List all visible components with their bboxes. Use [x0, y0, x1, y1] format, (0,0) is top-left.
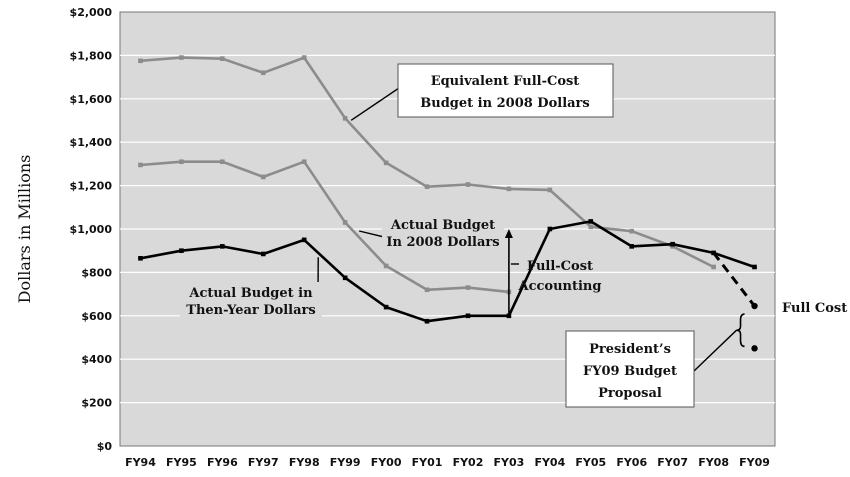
x-tick-label: FY94: [125, 456, 156, 469]
presidents-proposal-line1: President’s: [589, 342, 671, 357]
y-tick-label: $600: [81, 310, 112, 323]
presidents-proposal-line3: Proposal: [598, 386, 662, 401]
actual-then-year-label-bg: [180, 282, 322, 318]
full-cost-point: [751, 302, 758, 310]
y-tick-label: $1,600: [70, 93, 113, 106]
series-equivalent-full-cost-point: [301, 55, 307, 60]
series-actual-then-year-point: [179, 248, 184, 253]
y-axis-ticks: $0 $200 $400 $600 $800 $1,000 $1,200 $1,400 $1,6…: [70, 6, 113, 453]
x-tick-label: FY98: [289, 456, 320, 469]
y-tick-label: $1,800: [70, 49, 113, 62]
series-actual-2008-dollars-line: [140, 160, 510, 294]
x-tick-label: FY97: [248, 456, 279, 469]
x-tick-label: FY95: [166, 456, 197, 469]
series-equivalent-full-cost-point: [342, 116, 348, 121]
y-tick-label: $1,000: [70, 223, 113, 236]
x-tick-label: FY09: [739, 456, 770, 469]
series-actual-2008-dollars-point: [260, 174, 266, 180]
series-actual-2008-dollars-point: [424, 287, 430, 293]
full-cost-accounting-line2: Accounting: [518, 279, 602, 294]
y-tick-label: $1,400: [70, 136, 113, 149]
x-tick-label: FY06: [616, 456, 647, 469]
actual-2008-line2: In 2008 Dollars: [386, 235, 499, 250]
x-tick-label: FY00: [371, 456, 402, 469]
series-layer: [138, 55, 757, 324]
series-actual-then-year-point: [752, 264, 757, 270]
y-tick-label: $2,000: [70, 6, 113, 19]
x-tick-label: FY96: [207, 456, 238, 469]
series-actual-2008-dollars-point: [342, 220, 348, 225]
full-cost-label: Full Cost: [782, 301, 847, 316]
y-axis-label: Dollars in Millions: [15, 155, 34, 304]
series-actual-then-year-point: [220, 244, 225, 249]
series-equivalent-full-cost-point: [629, 228, 635, 234]
series-equivalent-full-cost-point: [506, 186, 512, 192]
series-equivalent-full-cost-point: [179, 55, 184, 60]
actual-then-year-line2: Then-Year Dollars: [186, 303, 315, 318]
presidents-proposal-line2: FY09 Budget: [583, 364, 677, 379]
y-tick-label: $800: [81, 266, 112, 279]
series-equivalent-full-cost-point: [547, 187, 553, 193]
equivalent-full-cost-line1: Equivalent Full-Cost: [431, 74, 580, 89]
series-actual-then-year-point: [301, 237, 307, 243]
series-actual-2008-dollars-point: [465, 285, 471, 290]
series-actual-then-year-point: [383, 304, 389, 310]
equivalent-full-cost-line2: Budget in 2008 Dollars: [420, 96, 589, 111]
x-tick-label: FY03: [494, 456, 525, 469]
x-tick-label: FY04: [534, 456, 565, 469]
series-equivalent-full-cost-point: [711, 264, 716, 270]
series-actual-then-year-point: [670, 241, 675, 247]
x-tick-label: FY99: [330, 456, 361, 469]
callout-connector: [693, 329, 738, 372]
equivalent-full-cost-box: [397, 63, 614, 118]
series-equivalent-full-cost-point: [465, 182, 471, 187]
actual-2008-label-bg: [382, 214, 504, 249]
series-actual-2008-dollars-point: [301, 159, 307, 165]
x-tick-label: FY08: [698, 456, 729, 469]
series-actual-2008-dollars-point: [383, 263, 389, 269]
y-tick-label: $0: [97, 440, 113, 453]
x-tick-label: FY07: [657, 456, 688, 469]
series-actual-then-year-point: [260, 251, 266, 257]
series-actual-then-year-point: [424, 318, 430, 324]
actual-then-year-line1: Actual Budget in: [188, 286, 313, 301]
callout-connector: [358, 230, 385, 238]
x-tick-label: FY02: [453, 456, 484, 469]
series-equivalent-full-cost-point: [424, 184, 430, 189]
series-actual-then-year-line: [140, 220, 755, 323]
presidents-proposal-box: [565, 330, 695, 408]
series-actual-2008-dollars-point: [220, 159, 225, 165]
x-axis-ticks: FY94 FY95 FY96 FY97 FY98 FY99 FY00 FY01 FY02 FY03…: [125, 456, 770, 469]
y-tick-label: $1,200: [70, 180, 113, 193]
series-actual-then-year-point: [547, 226, 553, 232]
y-tick-label: $200: [81, 397, 112, 410]
callout-connector: [350, 87, 400, 121]
y-tick-label: $400: [81, 353, 112, 366]
series-equivalent-full-cost-point: [588, 224, 594, 230]
proposal-point: [751, 345, 758, 352]
x-tick-label: FY05: [575, 456, 606, 469]
series-equivalent-full-cost-point: [383, 160, 389, 166]
series-actual-2008-dollars-point: [179, 159, 184, 165]
series-equivalent-full-cost-point: [260, 70, 266, 76]
series-actual-then-year-point: [629, 244, 635, 249]
x-tick-label: FY01: [412, 456, 443, 469]
series-equivalent-full-cost-point: [220, 56, 225, 61]
series-actual-then-year-point: [138, 255, 143, 261]
full-cost-accounting-line1: Full-Cost: [527, 259, 593, 274]
actual-2008-line1: Actual Budget: [390, 218, 495, 233]
series-actual-then-year-point: [342, 275, 348, 281]
projection-dashed-line: [712, 251, 756, 307]
arrowhead: [504, 229, 513, 238]
series-actual-then-year-point: [588, 219, 594, 224]
series-actual-2008-dollars-point: [138, 162, 143, 168]
series-actual-then-year-point: [465, 313, 471, 319]
series-equivalent-full-cost-point: [138, 58, 143, 64]
